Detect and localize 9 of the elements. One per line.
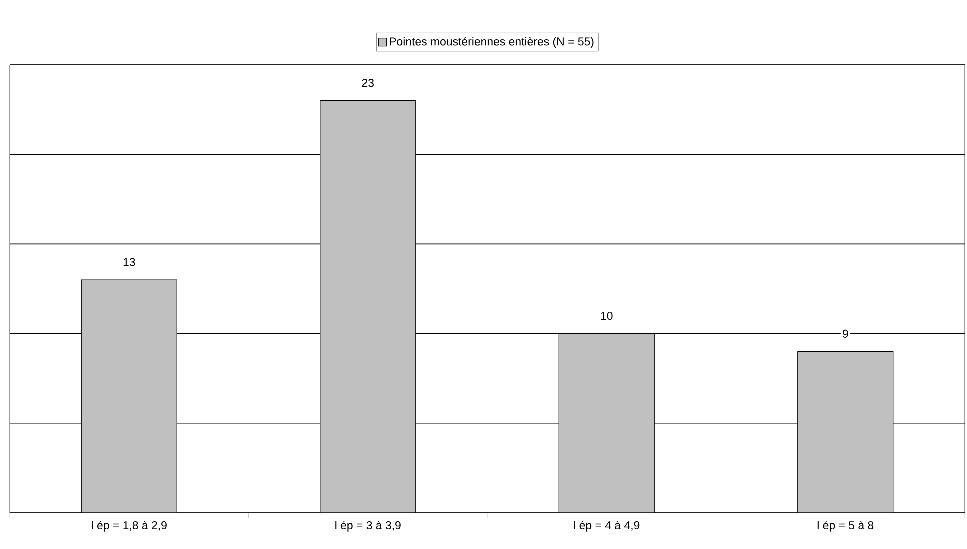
x-tick-label: l ép = 1,8 à 2,9 xyxy=(92,521,167,532)
data-label: 9 xyxy=(842,330,848,338)
x-tick-label: l ép = 4 à 4,9 xyxy=(574,521,640,532)
data-label: 23 xyxy=(362,79,374,88)
data-label: 10 xyxy=(601,312,613,320)
data-label: 13 xyxy=(124,258,136,266)
x-tick-label: l ép = 5 à 8 xyxy=(818,521,874,532)
legend-label: Pointes moustériennes entières (N = 55) xyxy=(390,37,594,48)
x-tick-label: l ép = 3 à 3,9 xyxy=(336,521,401,532)
